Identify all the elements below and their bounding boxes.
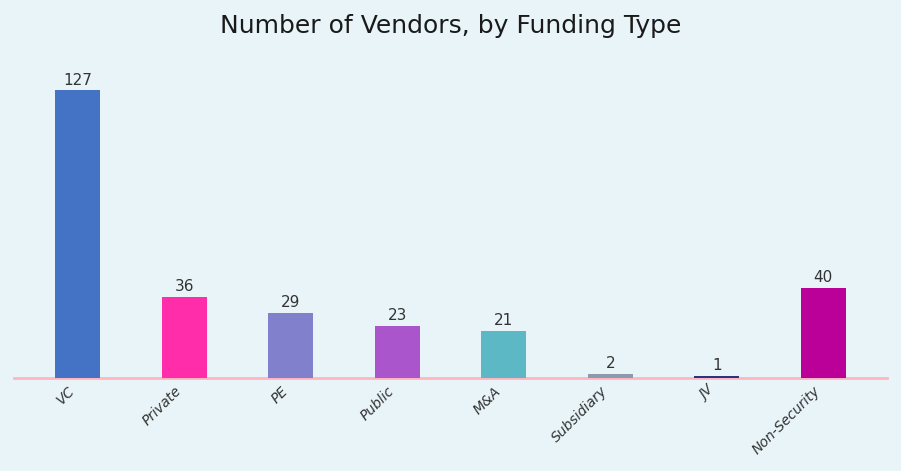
Bar xyxy=(56,90,100,378)
Bar xyxy=(801,288,845,378)
Text: 23: 23 xyxy=(387,309,407,324)
Text: 1: 1 xyxy=(712,358,722,374)
Bar xyxy=(481,331,526,378)
Bar xyxy=(268,313,314,378)
Bar xyxy=(587,374,633,378)
Text: 29: 29 xyxy=(281,295,300,310)
Bar xyxy=(695,376,739,378)
Text: 36: 36 xyxy=(175,279,194,294)
Text: 127: 127 xyxy=(63,73,92,88)
Text: 21: 21 xyxy=(494,313,514,328)
Title: Number of Vendors, by Funding Type: Number of Vendors, by Funding Type xyxy=(220,14,681,38)
Bar xyxy=(162,297,206,378)
Text: 2: 2 xyxy=(605,356,615,371)
Bar xyxy=(375,326,420,378)
Text: 40: 40 xyxy=(814,270,833,285)
